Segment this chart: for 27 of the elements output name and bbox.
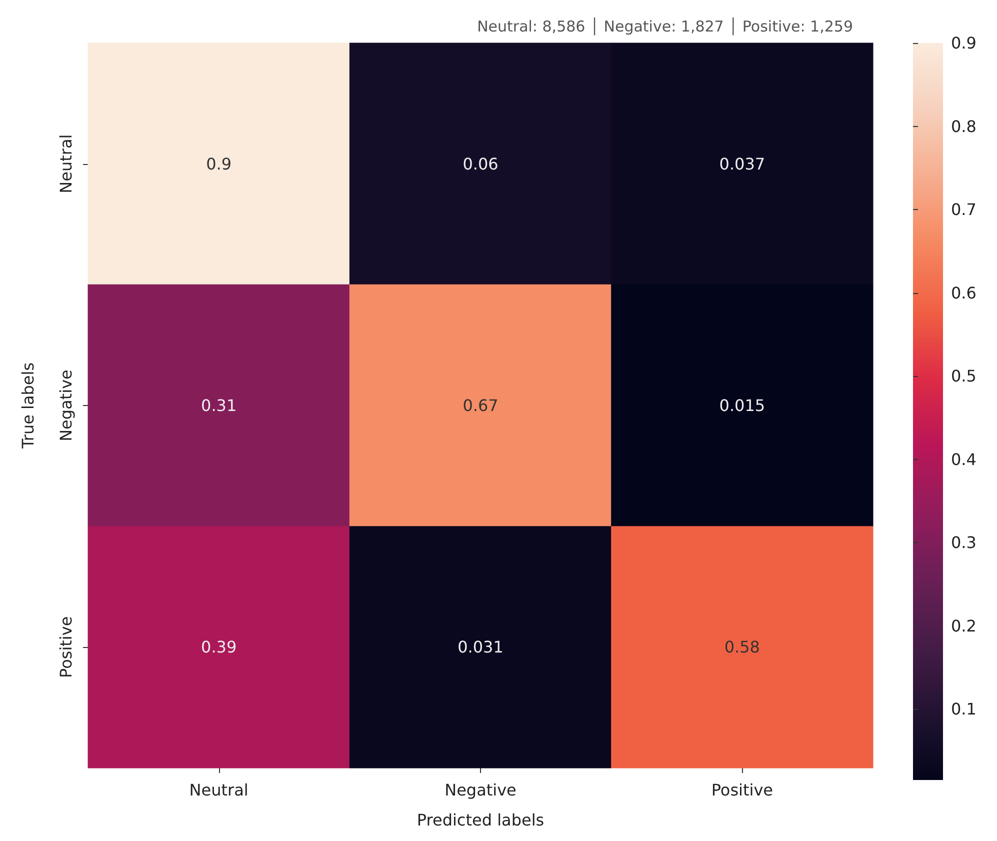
y-tick-label: Positive [56, 616, 76, 678]
data-label: 0.037 [719, 154, 766, 174]
x-axis-title: Predicted labels [416, 810, 544, 830]
color-bar-label: 0.1 [951, 700, 976, 719]
color-bar-label: 0.7 [951, 200, 976, 220]
x-tick-label: Neutral [189, 780, 248, 800]
color-bar-label: 0.4 [951, 450, 976, 469]
data-label: 0.39 [201, 638, 237, 657]
data-label: 0.015 [719, 396, 766, 415]
data-label: 0.9 [206, 154, 232, 174]
color-bar-label: 0.5 [951, 366, 976, 386]
color-bar-label: 0.3 [951, 533, 976, 552]
data-label: 0.31 [201, 396, 237, 415]
chart-subtitle: Neutral: 8,586 │ Negative: 1,827 │ Positive: 1,259 [477, 16, 854, 36]
data-label: 0.58 [724, 638, 760, 657]
color-bar-label: 0.6 [951, 283, 976, 302]
x-tick-label: Positive [711, 780, 774, 800]
color-bar-label: 0.9 [951, 34, 976, 52]
data-label: 0.67 [462, 396, 498, 415]
color-bar-label: 0.2 [951, 616, 976, 636]
y-tick-label: Neutral [56, 134, 76, 194]
y-tick-label: Negative [56, 370, 76, 442]
y-axis-title: True labels [18, 362, 38, 450]
data-label: 0.06 [462, 154, 498, 174]
color-bar-label: 0.8 [951, 116, 976, 136]
data-label: 0.031 [458, 638, 504, 657]
x-tick-label: Negative [444, 780, 516, 800]
